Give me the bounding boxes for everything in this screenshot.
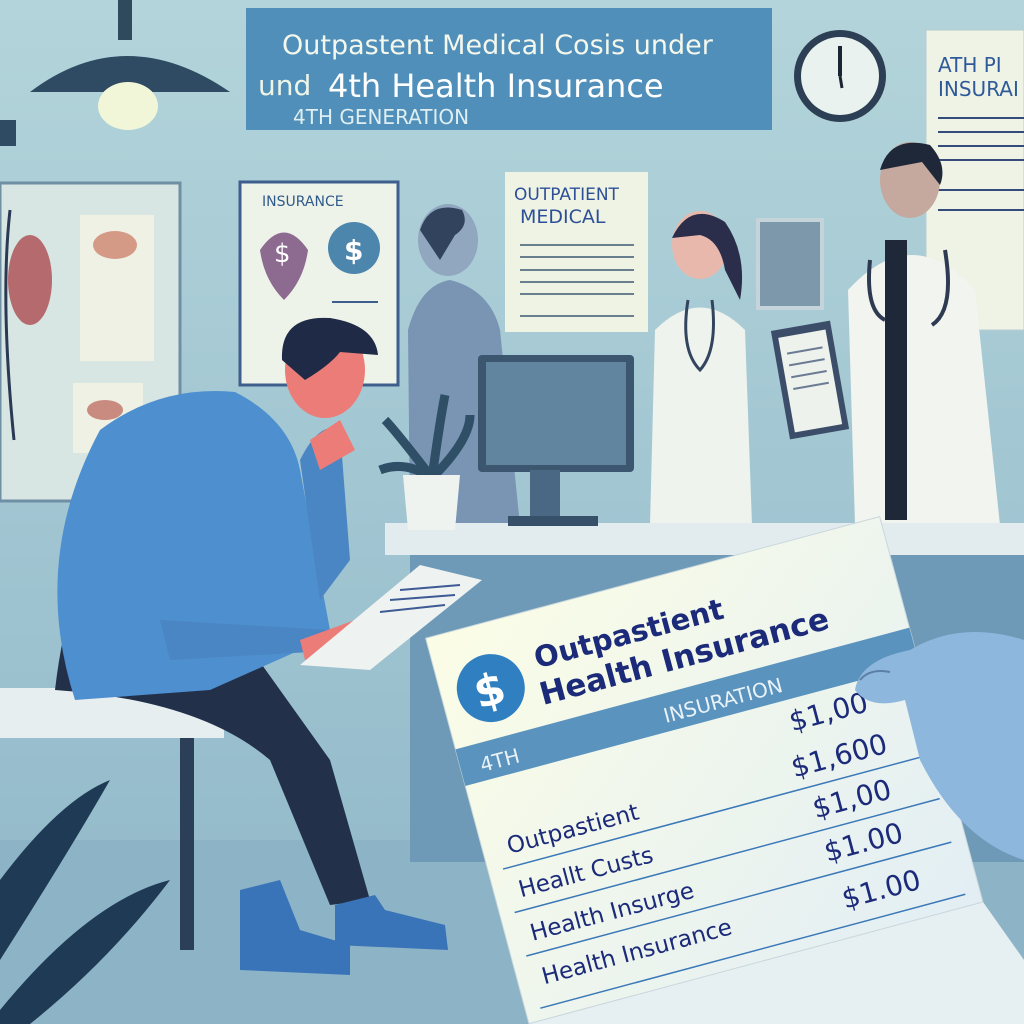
doctor [848, 142, 1000, 525]
right-poster-line1: ATH PI [938, 53, 1002, 77]
banner-line1: Outpastent Medical Cosis under [282, 30, 714, 61]
outpatient-poster-line2: MEDICAL [520, 206, 606, 228]
leaf-plant [0, 780, 170, 1024]
nurse [650, 211, 752, 525]
title-banner: Outpastent Medical Cosis under und 4th H… [246, 8, 772, 130]
lamp-icon [30, 0, 230, 130]
plant [378, 394, 475, 530]
dollar-icon: $ [274, 239, 291, 269]
thumbnail [859, 670, 891, 681]
dollar-icon [456, 654, 525, 723]
lamp-edge [0, 120, 16, 146]
small-document [300, 565, 482, 670]
dollar-icon [328, 222, 380, 274]
stethoscope-icon [684, 299, 715, 373]
banner-line2-prefix: und [258, 69, 311, 102]
banner-line3: 4TH GENERATION [293, 105, 469, 129]
clipboard [770, 320, 850, 440]
picture-frame [756, 218, 824, 310]
clock-icon [794, 30, 886, 122]
caduceus-icon [260, 232, 308, 300]
right-poster-line2: INSURAI [938, 77, 1019, 101]
banner-line2: 4th Health Insurance [328, 67, 664, 105]
outpatient-poster: OUTPATIENT MEDICAL [505, 172, 648, 332]
stethoscope-icon [867, 249, 951, 327]
svg-text:$: $ [344, 234, 363, 267]
receipt: $ Outpastient Health Insurance 4TH INSUR… [425, 515, 984, 1024]
hand [855, 632, 1024, 860]
receipt-lower-edge [529, 902, 1024, 1024]
seated-man [55, 317, 448, 975]
computer-monitor [478, 355, 634, 526]
insurance-poster-title: INSURANCE [262, 194, 344, 210]
outpatient-poster-line1: OUTPATIENT [514, 185, 620, 205]
